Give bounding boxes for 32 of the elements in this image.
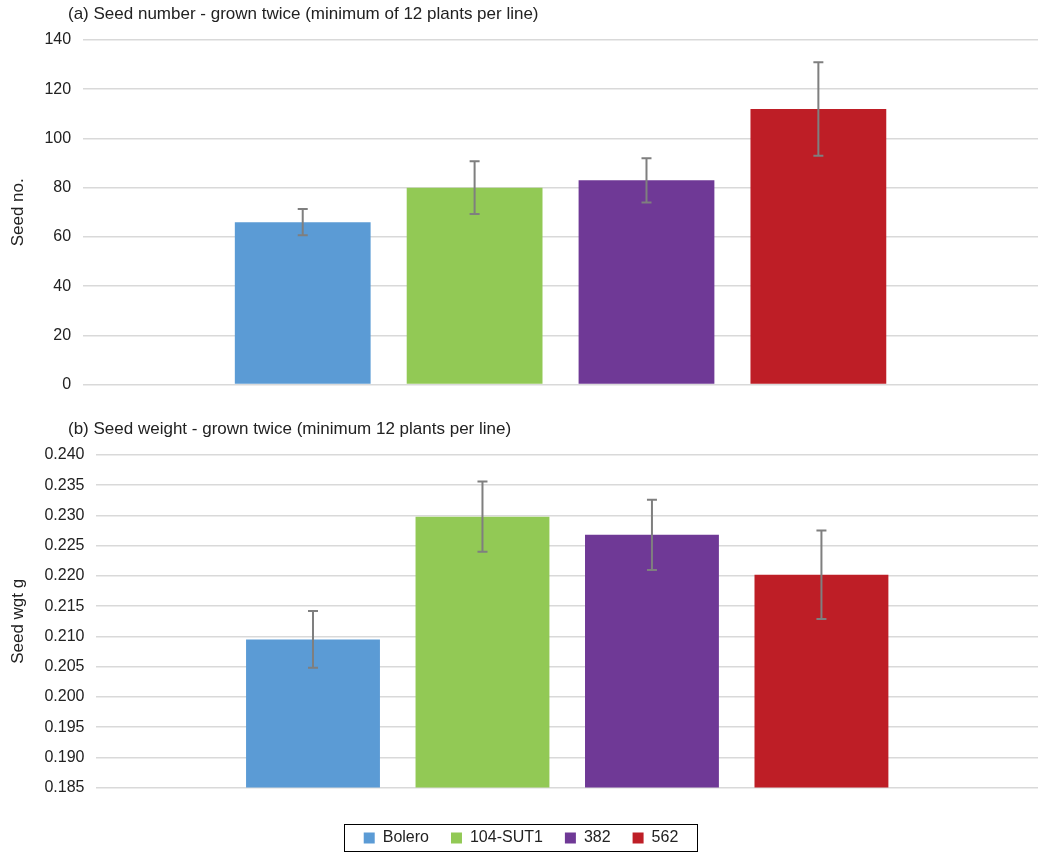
y-tick-label: 40 — [53, 276, 72, 294]
chart-title: (b) Seed weight - grown twice (minimum 12 plants per line) — [68, 419, 512, 439]
y-tick-label: 0.205 — [44, 657, 85, 675]
y-tick-label: 20 — [53, 325, 72, 343]
bar — [750, 108, 887, 384]
chart-title: (a) Seed number - grown twice (minimum of 12 plants per line) — [68, 4, 539, 24]
y-tick-label: 0.185 — [44, 778, 85, 796]
y-tick-label: 80 — [53, 178, 72, 196]
y-tick-label: 0.230 — [44, 505, 85, 523]
legend-label: Bolero — [382, 828, 430, 846]
y-tick-label: 0.195 — [44, 717, 85, 735]
y-axis-title: Seed wgt g — [7, 578, 27, 664]
y-tick-label: 0.235 — [44, 475, 85, 493]
y-tick-label: 60 — [53, 227, 72, 245]
legend-label: 382 — [583, 828, 611, 846]
legend-label: 562 — [651, 828, 679, 846]
y-tick-label: 0.190 — [44, 747, 85, 765]
bar — [406, 187, 543, 384]
y-tick-label: 140 — [44, 30, 72, 48]
y-tick-label: 0.200 — [44, 687, 85, 705]
bar — [578, 180, 715, 384]
legend-label: 104-SUT1 — [469, 828, 543, 846]
y-tick-label: 100 — [44, 128, 72, 146]
y-tick-label: 0.240 — [44, 445, 85, 463]
y-tick-label: 0.210 — [44, 626, 85, 644]
bar — [234, 222, 371, 384]
y-tick-label: 120 — [44, 79, 72, 97]
y-tick-label: 0.215 — [44, 596, 85, 614]
y-tick-label: 0.225 — [44, 536, 85, 554]
y-tick-label: 0 — [62, 375, 72, 393]
y-tick-label: 0.220 — [44, 566, 85, 584]
y-axis-title: Seed no. — [7, 178, 27, 247]
